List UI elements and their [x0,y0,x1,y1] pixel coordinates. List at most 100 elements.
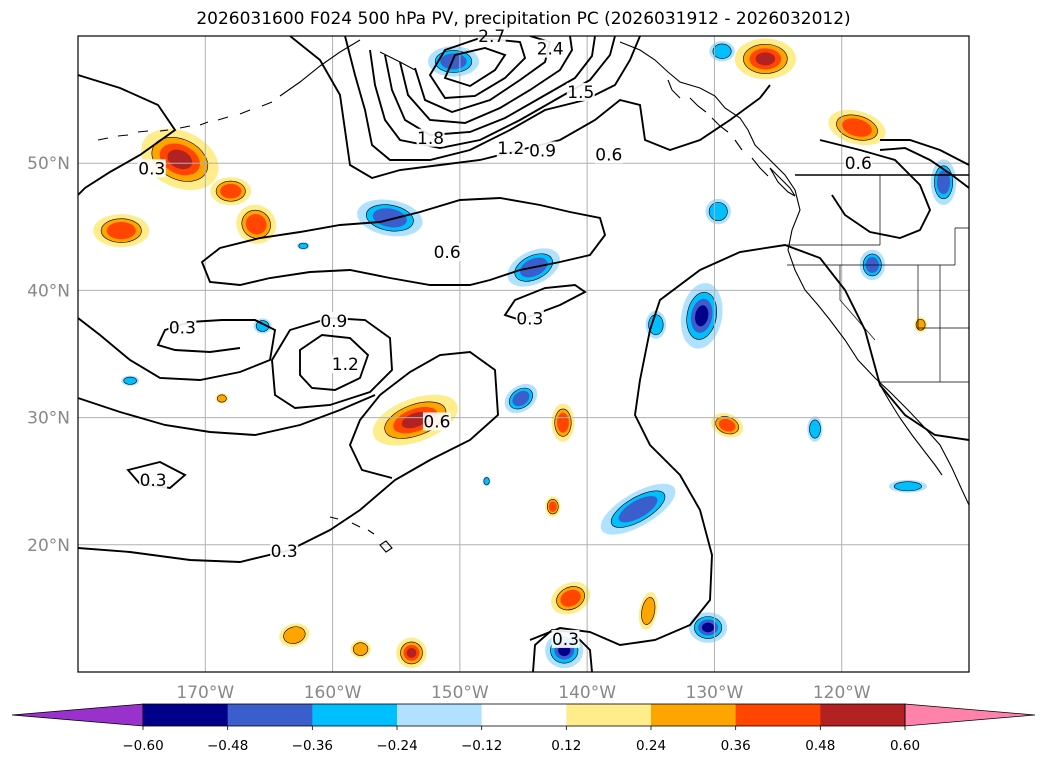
precip-blob-negative [930,159,957,206]
contour-label: 0.3 [551,629,580,650]
precip-blob-positive [93,214,150,248]
lon-tick-label: 130°W [686,683,744,703]
colorbar-segment [227,704,313,726]
contour-label-text: 0.6 [423,412,450,432]
colorbar-tick-label: 0.60 [890,738,920,754]
contour-label: 0.6 [433,243,462,263]
precip-blob-negative [888,479,927,493]
precip-level-1 [216,394,227,403]
contour-label-gap [536,39,565,58]
contour-label-text: 0.6 [845,154,872,174]
contour-label: 1.5 [566,82,595,103]
precip-blob-positive [551,581,591,615]
pv-contour-0.3-subtropical [78,394,376,436]
precip-blob-positive [914,317,927,333]
contour-label: 0.3 [515,309,544,329]
precip-blob-negative [121,375,140,386]
precip-level-1 [893,481,922,492]
colorbar-tick-label: −0.60 [122,738,163,754]
pv-contour-0.9-loop [271,317,393,409]
precip-level-2 [936,170,951,195]
precip-level-1 [809,419,821,439]
contour-label-text: 0.6 [434,243,461,263]
lat-tick-label: 40°N [27,281,70,301]
precip-level-2 [106,222,136,240]
north-america-coastline [619,41,969,506]
colorbar-extend-high [904,703,1036,727]
precip-blob-positive [396,637,427,669]
precip-level-2 [245,214,267,235]
contour-label: 1.2 [331,355,360,375]
contour-label-gap [433,243,462,262]
longitude-tick-labels: 170°W 160°W 150°W 140°W 130°W 120°W [176,683,870,703]
precipitation-layer [93,38,957,669]
precip-level-1 [641,597,656,625]
colorbar-outline [142,703,906,727]
precip-level-1 [123,376,137,385]
hawaiian-islands [329,516,393,553]
contour-label-gap [139,470,168,489]
pv-contour-2.1-upper [428,37,527,99]
contour-label-gap [331,355,360,374]
contour-label: 0.3 [139,470,168,491]
precip-level-2 [512,390,530,407]
pv-contour-1.2-loop [299,334,370,391]
contour-label-text: 0.9 [529,141,556,161]
precip-level-2 [560,589,581,607]
lat-tick-label: 20°N [27,536,70,556]
precip-level-1 [648,314,664,336]
contour-label-text: 1.2 [497,139,524,159]
contour-label: 0.9 [528,141,557,161]
lat-tick-label: 50°N [27,154,70,174]
colorbar-tick-label: −0.12 [461,738,502,754]
contour-label-text: 2.4 [537,40,564,60]
colorbar-tick-label: −0.24 [376,738,417,754]
colorbar-tick-label: 0.36 [721,738,751,754]
contour-label-text: 0.3 [140,471,167,491]
colorbar-segment [481,704,567,726]
pv-contour-lines [78,36,969,672]
precip-blob-negative [645,310,667,339]
precip-blob-positive [828,109,886,146]
baja-peninsula [879,384,943,476]
colorbar-segment [312,704,398,726]
precip-blob-negative [504,383,538,414]
contour-label: 1.2 [496,138,525,159]
lon-tick-label: 120°W [813,683,871,703]
precip-level-3 [755,52,776,66]
state-borders [786,175,969,383]
precip-level-3 [701,622,715,633]
lon-tick-label: 150°W [431,683,489,703]
aleutian-islands [97,101,273,141]
precip-level-2 [842,118,872,137]
contour-label-gap [844,154,873,173]
precip-blob-negative [709,41,735,62]
precip-blob-positive [215,393,229,404]
contour-label-text: 1.2 [332,355,359,375]
precip-level-2 [618,495,658,523]
colorbar-tick-label: −0.36 [292,738,333,754]
colorbar-segment [566,704,652,726]
precip-level-2 [718,418,736,432]
colorbar-tick-label: 0.12 [551,738,581,754]
contour-label-gap [515,309,544,328]
precip-blob-positive [236,204,277,244]
pv-contour-0.6-upper [344,36,641,161]
pv-contour-0.3-small-loop [126,460,187,489]
pv-contour-0.3-trough [529,244,969,646]
contour-label: 0.6 [422,412,451,432]
colorbar-segment [651,704,737,726]
precip-level-2 [557,412,569,433]
precip-blob-positive [734,38,796,80]
precip-level-3 [167,149,193,170]
pv-contour-0.3-south [78,351,499,563]
contour-label: 0.3 [137,159,166,179]
contour-label: 1.8 [416,128,445,149]
contour-label-text: 0.3 [169,318,196,338]
contour-label: 0.6 [594,145,623,165]
precip-level-1 [915,318,926,331]
precip-level-1 [298,242,309,249]
precip-level-2 [372,208,407,228]
contour-label-gap [528,141,557,160]
contour-label: 0.9 [319,311,348,332]
